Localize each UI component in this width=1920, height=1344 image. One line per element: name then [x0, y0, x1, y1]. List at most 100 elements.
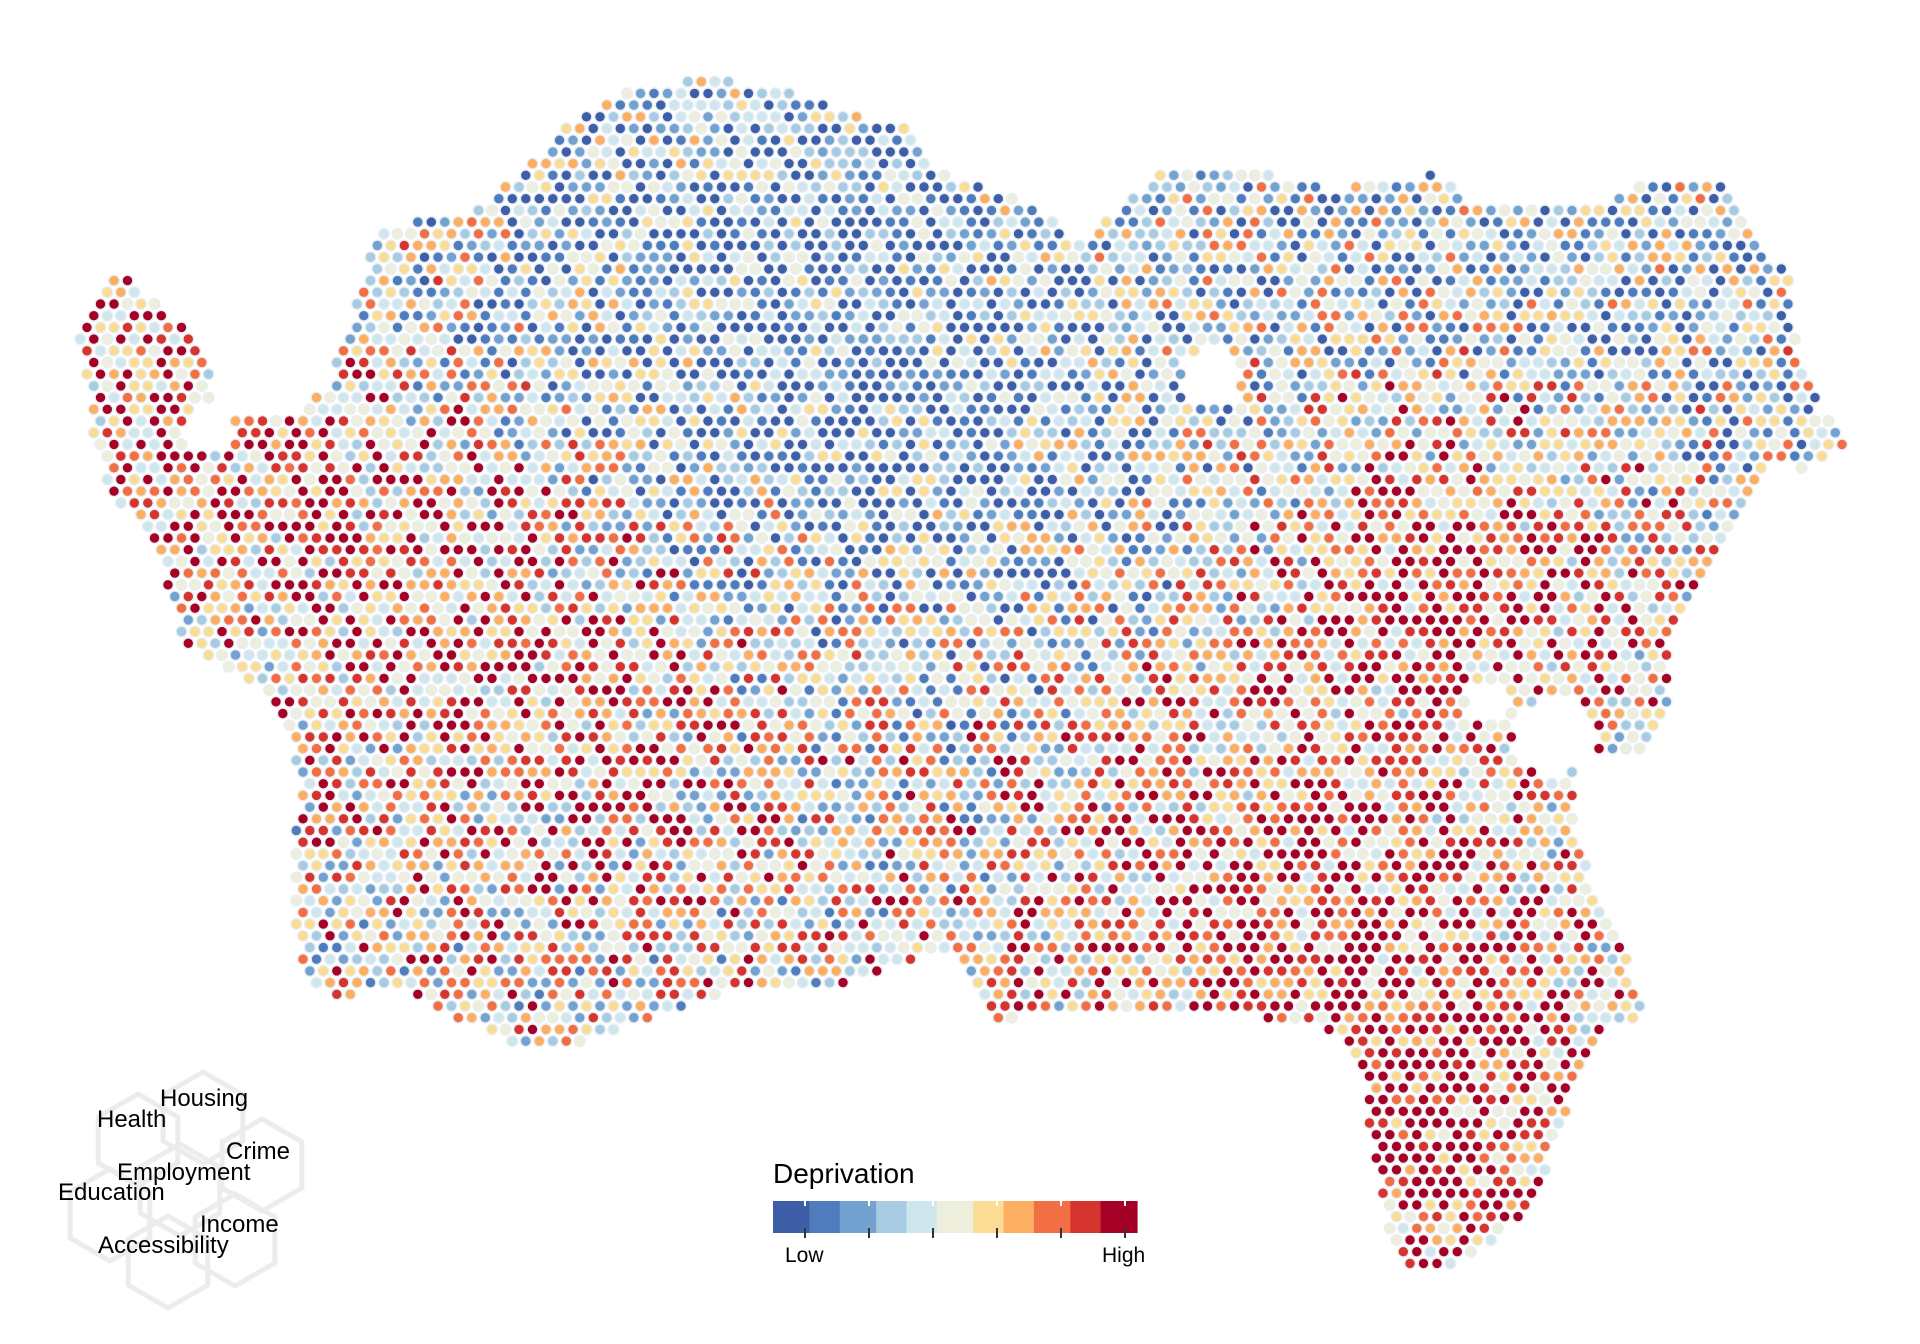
hexagon-dot [1248, 566, 1261, 580]
hexagon-dot [830, 613, 843, 627]
hexagon-dot [668, 286, 681, 299]
hexagon-dot [350, 438, 364, 451]
hexagon-dot [74, 333, 87, 346]
hexagon-dot [492, 309, 505, 322]
hexagon-dot [1525, 274, 1538, 287]
hexagon-dot [1471, 204, 1484, 217]
hexagon-dot [1079, 391, 1093, 404]
hexagon-dot [1457, 648, 1471, 662]
hexagon-dot [1181, 520, 1194, 533]
hexagon-dot [897, 286, 910, 299]
hexagon-dot [1660, 508, 1673, 521]
hexagon-dot [1235, 403, 1248, 416]
hexagon-dot [1633, 438, 1646, 451]
hexagon-dot [553, 180, 566, 194]
hexagon-dot [884, 613, 897, 627]
hexagon-dot [1619, 438, 1633, 451]
hexagon-dot [580, 485, 593, 498]
hexagon-dot [560, 262, 573, 276]
hexagon-dot [877, 508, 890, 521]
hexagon-dot [1133, 438, 1147, 451]
hexagon-dot [1586, 660, 1599, 673]
hexagon-dot [587, 566, 600, 580]
hexagon-dot [499, 648, 512, 662]
hexagon-dot [728, 134, 742, 147]
hexagon-dot [1228, 461, 1241, 474]
hexagon-dot [1451, 379, 1464, 393]
hexagon-dot [782, 625, 796, 638]
hexagon-dot [728, 461, 742, 474]
hexagon-dot [803, 145, 816, 159]
hexagon-dot [1140, 637, 1153, 650]
hexagon-dot [816, 239, 829, 252]
hexagon-dot [688, 461, 701, 474]
hexagon-dot [627, 660, 640, 673]
hexagon-dot [290, 426, 303, 439]
hexagon-dot [1707, 379, 1720, 393]
hexagon-dot [1316, 333, 1329, 346]
hexagon-dot [431, 648, 445, 662]
hexagon-dot [715, 461, 728, 474]
hexagon-dot [1322, 485, 1336, 498]
hexagon-dot [1532, 450, 1545, 463]
hexagon-dot [539, 204, 553, 217]
hexagon-dot [1093, 414, 1106, 428]
hexagon-dot [1086, 262, 1099, 276]
hexagon-dot [1086, 496, 1099, 510]
hexagon-dot [1221, 169, 1234, 182]
hexagon-dot [985, 485, 998, 498]
hexagon-dot [1093, 555, 1106, 568]
hexagon-dot [1599, 309, 1612, 322]
hexagon-dot [1066, 508, 1079, 521]
hexagon-dot [803, 192, 816, 205]
hexagon-dot [938, 309, 951, 322]
hexagon-dot [1073, 403, 1086, 416]
hexagon-dot [749, 192, 762, 205]
hexagon-dot [1356, 520, 1369, 533]
hexagon-dot [377, 274, 391, 287]
hexagon-dot [425, 333, 438, 346]
hexagon-dot [566, 414, 580, 428]
hexagon-dot [1619, 274, 1633, 287]
hexagon-dot [593, 157, 607, 170]
hexagon-dot [1343, 637, 1356, 650]
hexagon-dot [1140, 286, 1153, 299]
hexagon-dot [357, 660, 370, 673]
hexagon-dot [857, 543, 870, 556]
hexagon-dot [904, 485, 917, 498]
hexagon-dot [796, 297, 809, 311]
hexagon-dot [1241, 555, 1255, 568]
hexagon-dot [1282, 368, 1295, 381]
hexagon-dot [614, 613, 627, 627]
hexagon-dot [1552, 297, 1565, 311]
hexagon-dot [1430, 508, 1444, 521]
hexagon-dot [1471, 227, 1484, 240]
hexagon-dot [620, 672, 634, 685]
hexagon-dot [1012, 344, 1025, 357]
hexagon-dot [1154, 379, 1167, 393]
hexagon-dot [229, 508, 242, 521]
hexagon-dot [1356, 333, 1369, 346]
hexagon-dot [533, 309, 546, 322]
hexagon-dot [1336, 485, 1349, 498]
hexagon-dot [1646, 321, 1660, 334]
hexagon-dot [1754, 414, 1768, 428]
hexagon-dot [1808, 391, 1822, 404]
hexagon-dot [1322, 602, 1336, 615]
hexagon-dot [1309, 251, 1322, 264]
hexagon-dot [688, 274, 701, 287]
hexagon-dot [134, 344, 148, 357]
hexagon-dot [1349, 344, 1363, 357]
hexagon-dot [620, 344, 634, 357]
hexagon-dot [1397, 520, 1410, 533]
hexagon-dot [1343, 496, 1356, 510]
hexagon-dot [1511, 672, 1525, 685]
hexagon-dot [789, 169, 802, 182]
hexagon-dot [1093, 672, 1106, 685]
hexagon-dot [1201, 461, 1214, 474]
hexagon-dot [344, 637, 357, 650]
hexagon-dot [465, 216, 478, 229]
hexagon-dot [877, 625, 890, 638]
hexagon-dot [1127, 403, 1140, 416]
hexagon-dot [1093, 578, 1106, 591]
